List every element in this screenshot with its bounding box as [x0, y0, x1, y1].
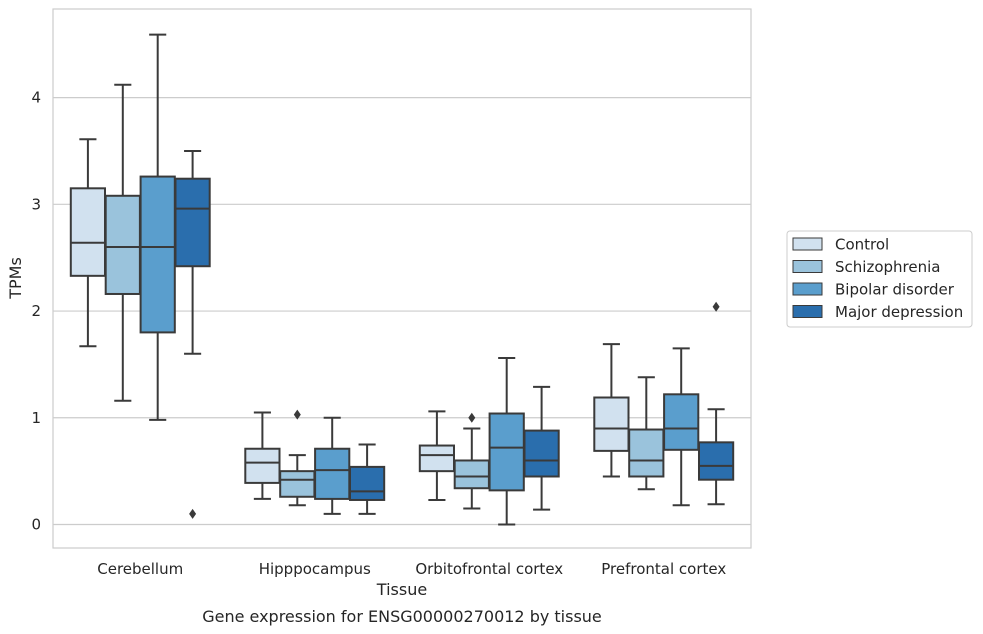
box-plot-item	[139, 33, 176, 421]
y-tick-labels: 0 1 2 3 4	[31, 89, 41, 534]
x-tick-labels: Cerebellum Hipppocampus Orbitofrontal cort…	[97, 560, 726, 578]
x-tick-label: Hipppocampus	[259, 560, 371, 578]
legend-swatch	[792, 305, 823, 318]
box-plot-item	[418, 410, 456, 501]
iqr-box	[348, 465, 386, 501]
box-plot-item	[348, 443, 386, 515]
outlier-point	[293, 409, 301, 420]
legend-entry-label: Control	[835, 236, 889, 254]
box-plot-item	[523, 385, 560, 511]
legend-entry-label: Major depression	[835, 303, 963, 321]
box-plot-item	[453, 412, 490, 510]
chart-caption: Gene expression for ENSG00000270012 by t…	[202, 607, 602, 626]
iqr-box	[174, 177, 211, 268]
box-plot-item	[69, 138, 107, 348]
iqr-box	[628, 428, 665, 478]
box-plot-item	[628, 376, 665, 491]
box-plot-item	[104, 83, 141, 402]
box-series	[69, 33, 735, 526]
legend-entry-label: Bipolar disorder	[835, 281, 955, 299]
box-plot-item	[279, 409, 316, 507]
iqr-box	[488, 412, 525, 492]
iqr-box	[139, 175, 176, 334]
legend-swatch	[792, 260, 823, 273]
y-tick-label: 4	[31, 89, 41, 107]
box-plot-item	[244, 411, 281, 500]
iqr-box	[244, 447, 281, 484]
legend-swatch	[792, 237, 823, 251]
box-plot-item	[663, 347, 700, 507]
box-plot-item	[593, 343, 630, 478]
y-tick-label: 2	[31, 302, 41, 320]
iqr-box	[593, 396, 630, 452]
x-axis-label: Tissue	[376, 580, 427, 599]
x-tick-label: Cerebellum	[97, 560, 183, 578]
iqr-box	[663, 393, 700, 451]
box-plot-item	[314, 416, 351, 515]
x-tick-label: Prefrontal cortex	[601, 560, 726, 578]
y-tick-label: 1	[31, 409, 41, 427]
iqr-box	[453, 459, 490, 490]
box-plot-item	[488, 357, 525, 526]
outlier-point	[468, 412, 476, 423]
iqr-box	[69, 187, 107, 277]
plot-frame	[52, 8, 752, 549]
iqr-box	[418, 444, 456, 473]
outlier-point	[712, 301, 720, 312]
outlier-point	[189, 508, 197, 519]
legend-entry-label: Schizophrenia	[835, 258, 940, 276]
iqr-box	[314, 447, 351, 500]
iqr-box	[279, 470, 316, 498]
y-tick-label: 3	[31, 195, 41, 213]
box-plot-item	[697, 301, 735, 506]
x-tick-label: Orbitofrontal cortex	[415, 560, 563, 578]
y-tick-label: 0	[31, 516, 41, 534]
iqr-box	[523, 429, 560, 478]
legend-swatch	[792, 282, 823, 296]
box-plot-item	[174, 149, 211, 519]
y-axis-label: TPMs	[6, 257, 25, 300]
iqr-box	[697, 441, 735, 481]
legend: Control Schizophrenia Bipolar disorder Majo…	[786, 230, 973, 328]
legend-frame	[786, 230, 973, 328]
iqr-box	[104, 194, 141, 295]
